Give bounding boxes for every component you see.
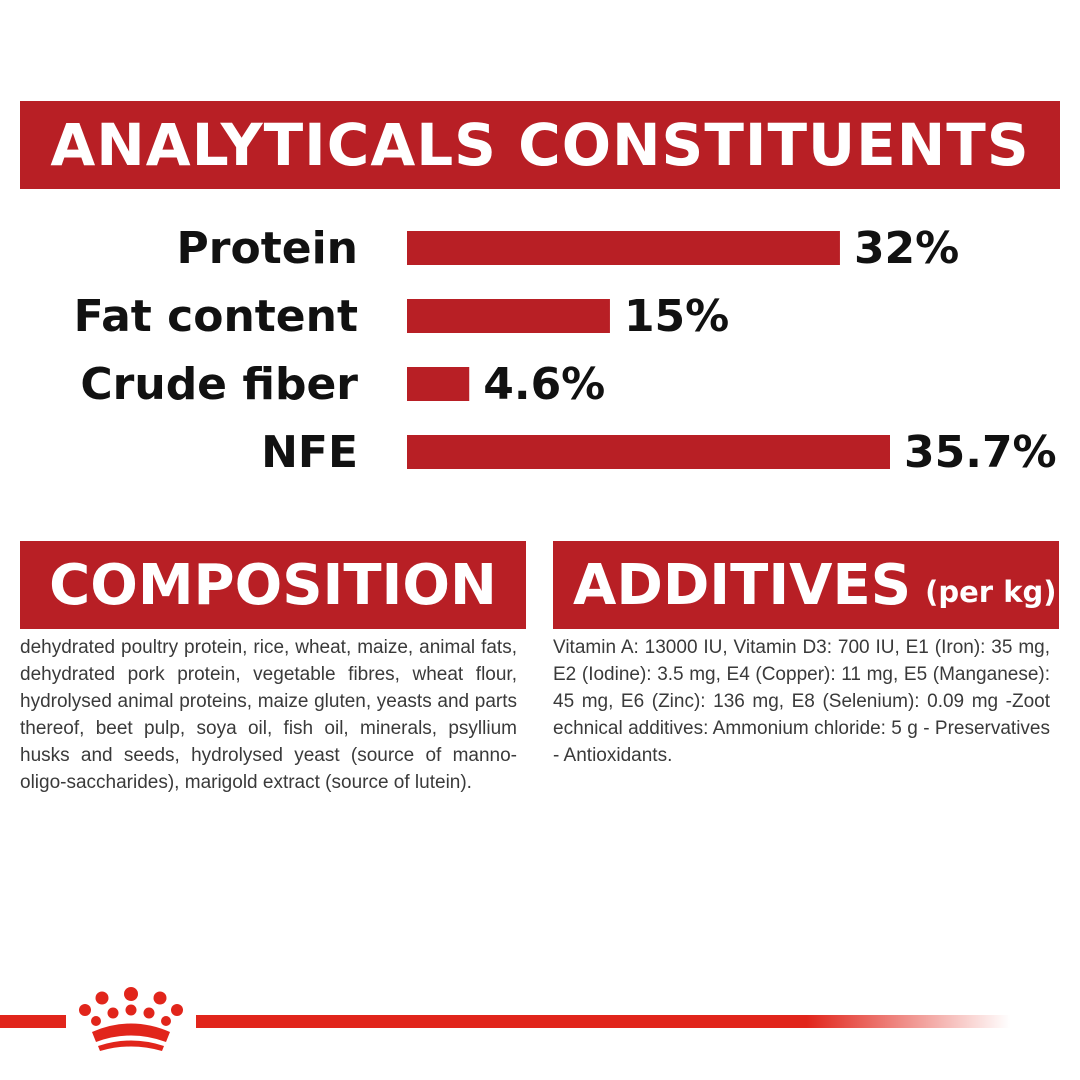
additives-text: Vitamin A: 13000 IU, Vitamin D3: 700 IU,… — [553, 637, 1050, 766]
composition-title: COMPOSITION — [49, 552, 497, 618]
additives-unit: (per kg) — [925, 575, 1057, 609]
category-label: NFE — [261, 427, 358, 478]
bar-nfe — [407, 435, 890, 469]
value-label: 15% — [624, 291, 729, 342]
analytical-constituents-banner: ANALYTICALS CONSTITUENTS — [20, 101, 1060, 189]
analytical-constituents-title: ANALYTICALS CONSTITUENTS — [50, 111, 1030, 179]
value-label: 4.6% — [483, 359, 605, 410]
composition-banner: COMPOSITION — [20, 541, 526, 629]
category-label: Protein — [177, 223, 358, 274]
value-label: 35.7% — [904, 427, 1057, 478]
composition-text: dehydrated poultry protein, rice, wheat,… — [20, 637, 517, 793]
constituents-bar-chart: Protein 32% Fat content 15% Crude fiber 4.6% N… — [74, 223, 1057, 478]
additives-banner: ADDITIVES (per kg) — [553, 541, 1059, 629]
additives-title: ADDITIVES — [573, 552, 912, 618]
footer-brand-stripe — [0, 987, 1010, 1051]
bar-fat-content — [407, 299, 610, 333]
footer-stripe-right — [196, 1015, 1010, 1028]
bar-crude-fiber — [407, 367, 470, 401]
value-label: 32% — [854, 223, 959, 274]
royal-crown-logo-icon — [79, 987, 183, 1051]
category-label: Crude fiber — [80, 359, 358, 410]
footer-stripe-left — [0, 1015, 66, 1028]
category-label: Fat content — [74, 291, 358, 342]
bar-protein — [407, 231, 840, 265]
